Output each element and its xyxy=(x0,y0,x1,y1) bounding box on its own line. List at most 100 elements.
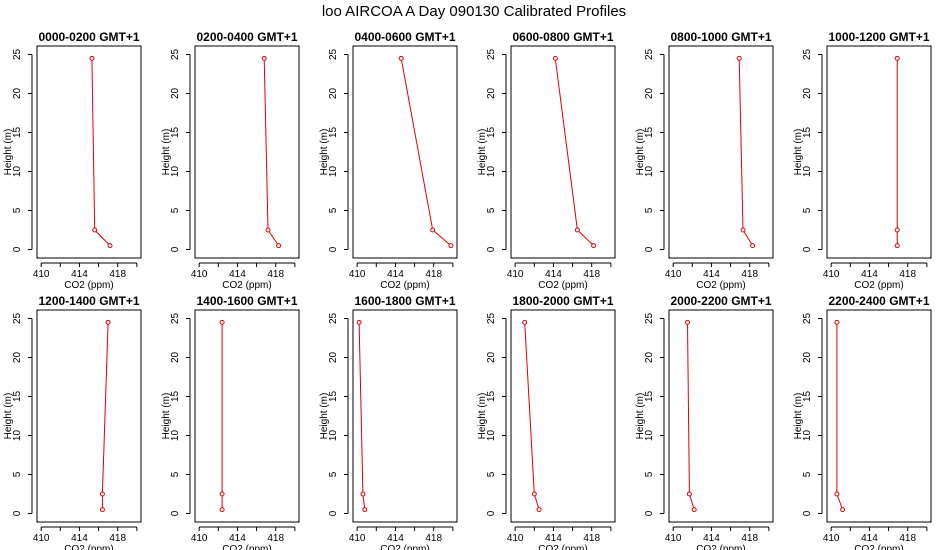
x-tick-label: 410 xyxy=(665,533,682,544)
profile-point xyxy=(552,55,558,61)
y-tick-label: 15 xyxy=(328,390,339,402)
profile-point xyxy=(894,55,900,61)
y-tick-label: 15 xyxy=(802,390,813,402)
panel-title: 2200-2400 GMT+1 xyxy=(828,294,929,308)
y-axis-label: Height (m) xyxy=(635,129,646,176)
panel-title: 0000-0200 GMT+1 xyxy=(38,30,139,44)
y-tick-label: 0 xyxy=(802,246,813,252)
panel-title: 1200-1400 GMT+1 xyxy=(38,294,139,308)
profile-point xyxy=(107,243,113,249)
y-tick-label: 20 xyxy=(328,351,339,363)
x-tick-label: 418 xyxy=(425,269,442,280)
profile-point xyxy=(430,227,436,233)
y-tick-label: 0 xyxy=(328,510,339,516)
y-axis-label: Height (m) xyxy=(477,393,488,440)
y-tick-label: 25 xyxy=(802,312,813,324)
plot-frame xyxy=(194,309,300,523)
y-tick-label: 5 xyxy=(170,207,181,213)
x-tick-label: 410 xyxy=(823,533,840,544)
x-axis-label: CO2 (ppm) xyxy=(696,280,745,291)
y-tick-label: 25 xyxy=(486,48,497,60)
y-tick-label: 15 xyxy=(644,390,655,402)
plot-frame xyxy=(352,309,458,523)
y-tick-label: 15 xyxy=(486,126,497,138)
profile-point xyxy=(736,55,742,61)
x-tick-label: 414 xyxy=(387,269,404,280)
x-tick-label: 414 xyxy=(703,533,720,544)
x-tick-label: 414 xyxy=(71,533,88,544)
y-tick-label: 15 xyxy=(486,390,497,402)
x-tick-label: 418 xyxy=(583,269,600,280)
x-tick-label: 418 xyxy=(899,533,916,544)
y-tick-label: 10 xyxy=(486,166,497,178)
y-tick-label: 15 xyxy=(12,390,23,402)
profile-point xyxy=(536,507,542,513)
y-tick-label: 5 xyxy=(644,471,655,477)
y-tick-label: 20 xyxy=(802,87,813,99)
y-tick-label: 0 xyxy=(486,510,497,516)
profile-point xyxy=(99,491,105,497)
y-tick-label: 5 xyxy=(644,207,655,213)
x-tick-label: 418 xyxy=(425,533,442,544)
y-tick-label: 25 xyxy=(644,312,655,324)
y-tick-label: 5 xyxy=(328,207,339,213)
x-tick-label: 414 xyxy=(545,269,562,280)
x-axis-label: CO2 (ppm) xyxy=(64,280,113,291)
y-axis-label: Height (m) xyxy=(319,129,330,176)
profile-point xyxy=(261,55,267,61)
y-axis-label: Height (m) xyxy=(3,129,14,176)
plot-frame xyxy=(36,45,142,259)
x-tick-label: 414 xyxy=(861,269,878,280)
y-tick-label: 10 xyxy=(12,430,23,442)
plot-frame xyxy=(510,309,616,523)
plot-frame xyxy=(826,45,932,259)
panel-title: 2000-2200 GMT+1 xyxy=(670,294,771,308)
y-tick-label: 10 xyxy=(802,166,813,178)
y-tick-label: 10 xyxy=(328,430,339,442)
profile-point xyxy=(92,227,98,233)
x-tick-label: 414 xyxy=(545,533,562,544)
x-tick-label: 418 xyxy=(741,269,758,280)
y-tick-label: 20 xyxy=(644,87,655,99)
profile-point xyxy=(219,507,225,513)
y-tick-label: 25 xyxy=(802,48,813,60)
x-tick-label: 418 xyxy=(899,269,916,280)
profile-point xyxy=(105,319,111,325)
x-axis-label: CO2 (ppm) xyxy=(222,280,271,291)
profile-point xyxy=(894,227,900,233)
profile-point xyxy=(89,55,95,61)
y-tick-label: 15 xyxy=(12,126,23,138)
profile-point xyxy=(356,319,362,325)
profile-point xyxy=(398,55,404,61)
y-tick-label: 20 xyxy=(170,87,181,99)
x-tick-label: 410 xyxy=(33,269,50,280)
y-tick-label: 5 xyxy=(328,471,339,477)
profile-point xyxy=(362,507,368,513)
profile-point xyxy=(591,243,597,249)
y-axis-label: Height (m) xyxy=(319,393,330,440)
y-tick-label: 25 xyxy=(170,48,181,60)
y-tick-label: 0 xyxy=(802,510,813,516)
x-axis-label: CO2 (ppm) xyxy=(222,544,271,550)
profile-point xyxy=(276,243,282,249)
y-axis-label: Height (m) xyxy=(161,393,172,440)
x-axis-label: CO2 (ppm) xyxy=(538,280,587,291)
y-tick-label: 10 xyxy=(644,166,655,178)
profile-point xyxy=(894,243,900,249)
plot-frame xyxy=(36,309,142,523)
y-tick-label: 0 xyxy=(486,246,497,252)
profile-point xyxy=(834,319,840,325)
y-tick-label: 0 xyxy=(170,246,181,252)
y-tick-label: 15 xyxy=(644,126,655,138)
x-tick-label: 414 xyxy=(229,533,246,544)
y-tick-label: 25 xyxy=(486,312,497,324)
